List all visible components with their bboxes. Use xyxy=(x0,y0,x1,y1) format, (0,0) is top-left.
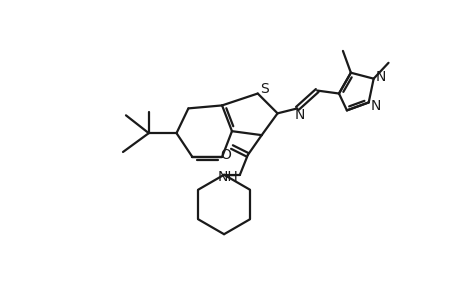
Text: N: N xyxy=(293,108,304,122)
Text: S: S xyxy=(260,82,269,96)
Text: NH: NH xyxy=(217,170,238,184)
Text: O: O xyxy=(220,148,231,162)
Text: N: N xyxy=(369,99,380,113)
Text: N: N xyxy=(375,70,385,84)
